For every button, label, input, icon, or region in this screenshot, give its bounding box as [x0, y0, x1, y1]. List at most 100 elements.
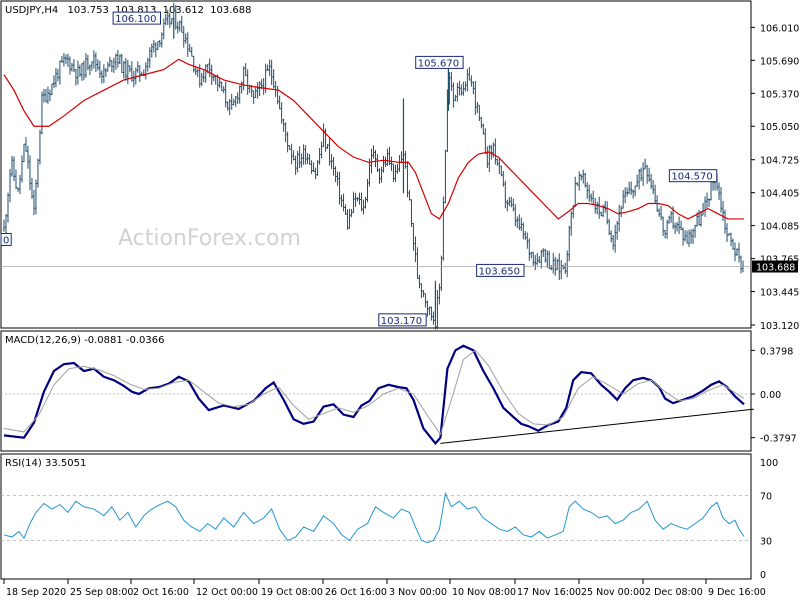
price-bar	[648, 167, 651, 182]
price-bar	[520, 217, 523, 231]
macd-header: MACD(12,26,9) -0.0881 -0.0366	[5, 335, 165, 346]
price-bar	[442, 196, 445, 261]
price-bar	[88, 64, 91, 76]
price-bar	[454, 94, 457, 102]
price-bar	[430, 306, 433, 321]
price-bar	[158, 39, 161, 48]
price-bar	[682, 227, 685, 246]
price-bar	[594, 197, 597, 214]
price-bar	[616, 220, 619, 240]
price-bar	[424, 293, 427, 308]
price-bar	[570, 211, 573, 236]
price-bar	[38, 129, 41, 165]
price-bar	[114, 53, 117, 70]
price-bar	[312, 162, 315, 173]
price-bar	[72, 59, 75, 72]
price-bar	[438, 283, 441, 305]
price-bar	[78, 64, 81, 78]
price-bar	[508, 197, 511, 207]
price-bar	[450, 71, 453, 92]
macd-line	[3, 344, 745, 446]
price-bar	[66, 53, 69, 67]
open-value: 103.753	[67, 5, 108, 16]
price-bar	[238, 85, 241, 104]
price-bar	[310, 160, 313, 174]
price-bar	[462, 81, 465, 96]
price-bar	[580, 174, 583, 181]
svg-text:105.670: 105.670	[418, 58, 459, 69]
x-tick-label: 19 Oct 08:00	[261, 587, 323, 598]
price-bar	[54, 68, 57, 88]
price-bar	[102, 64, 105, 84]
price-bar	[218, 78, 221, 88]
price-bar	[666, 219, 669, 239]
price-bar	[324, 128, 327, 152]
price-bar	[306, 152, 309, 164]
price-bar	[132, 70, 135, 88]
price-bar	[590, 193, 593, 203]
price-bar	[256, 82, 259, 99]
price-bar	[512, 198, 515, 212]
price-bar	[82, 60, 85, 81]
price-bar	[304, 145, 307, 165]
price-bar	[418, 274, 421, 289]
price-bar	[388, 146, 391, 166]
price-bar	[18, 174, 21, 195]
price-bar	[98, 60, 101, 78]
price-bar	[684, 230, 687, 242]
symbol-label: USDJPY,H4	[5, 5, 58, 16]
price-tick-label: 105.370	[760, 89, 799, 100]
price-bar	[116, 50, 119, 68]
price-bar	[458, 80, 461, 96]
price-bar	[60, 56, 63, 63]
price-bar	[170, 18, 173, 25]
price-bar	[588, 184, 591, 202]
price-bar	[382, 155, 385, 173]
price-bar	[506, 199, 509, 212]
price-bar	[336, 171, 339, 186]
price-bar	[518, 214, 521, 231]
price-tick-label: 104.725	[760, 156, 799, 167]
price-bar	[420, 283, 423, 298]
price-bar	[456, 82, 459, 102]
price-bar	[400, 151, 403, 164]
price-bar	[360, 192, 363, 212]
price-bar	[42, 88, 45, 103]
price-bar	[334, 166, 337, 183]
price-bar	[302, 144, 305, 165]
price-bar	[738, 242, 741, 263]
price-bar	[476, 101, 479, 113]
price-bar	[208, 58, 211, 78]
price-bar	[328, 138, 331, 166]
price-bar	[608, 218, 611, 235]
rsi-header: RSI(14) 33.5051	[5, 458, 86, 469]
price-bar	[646, 164, 649, 184]
price-bar	[660, 206, 663, 221]
price-bar	[578, 171, 581, 191]
price-bar	[350, 209, 353, 218]
price-bar	[544, 248, 547, 263]
price-bar	[180, 15, 183, 33]
price-bar	[550, 265, 553, 271]
price-bar	[162, 18, 165, 40]
price-tick-label: 103.120	[760, 321, 799, 332]
price-bar	[500, 165, 503, 177]
price-bar	[664, 230, 667, 239]
price-bar	[410, 199, 413, 228]
price-bar	[534, 255, 537, 271]
price-bar	[26, 145, 29, 169]
rsi-line	[3, 491, 745, 544]
price-bar	[300, 153, 303, 168]
rsi-tick-label: 30	[760, 536, 772, 547]
x-tick-label: 3 Nov 00:00	[389, 587, 447, 598]
price-bar	[686, 230, 689, 244]
price-bar	[346, 209, 349, 230]
price-bar	[204, 64, 207, 83]
price-bar	[232, 98, 235, 106]
price-bar	[136, 61, 139, 73]
price-bar	[718, 182, 721, 200]
price-bar	[186, 32, 189, 57]
price-bar	[404, 150, 407, 169]
price-bar	[690, 229, 693, 244]
